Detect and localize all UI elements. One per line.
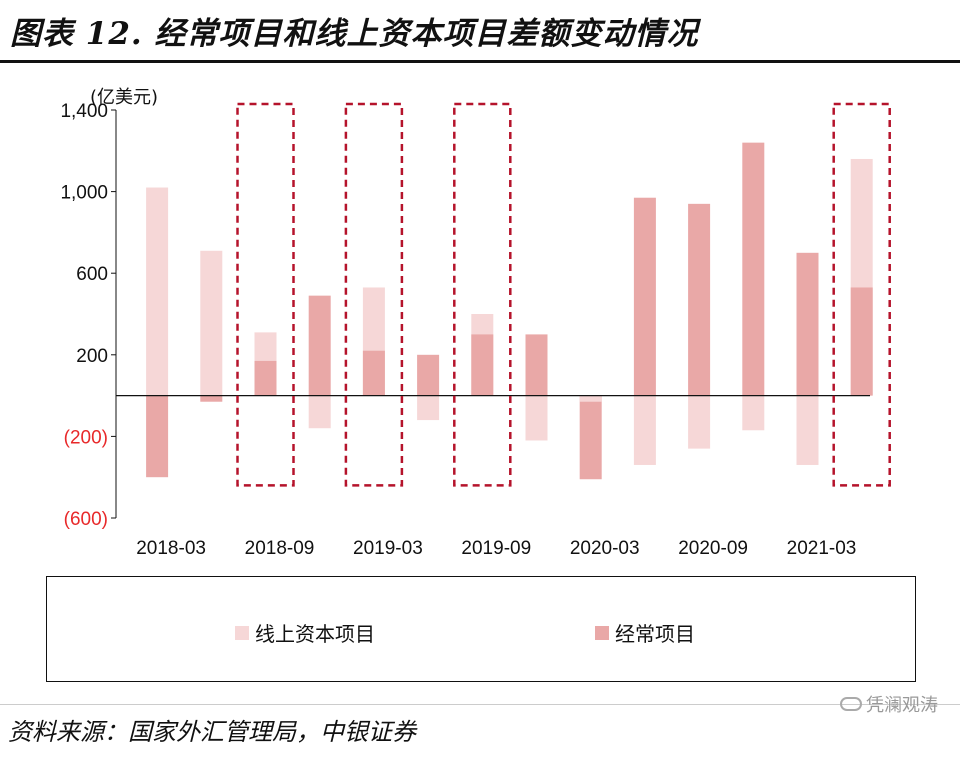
bar-capital-online — [525, 395, 548, 441]
bar-capital-online — [417, 395, 440, 421]
x-tick-label: 2019-03 — [353, 538, 423, 559]
x-tick-label: 2018-03 — [136, 538, 206, 559]
watermark: 凭澜观涛 — [840, 691, 938, 717]
x-tick-label: 2020-03 — [570, 538, 640, 559]
legend-item-capital-online: 线上资本项目 — [235, 618, 375, 647]
source-note: 资料来源：国家外汇管理局，中银证券 — [8, 718, 416, 746]
bar-current-account — [362, 350, 385, 396]
bar-current-account — [688, 203, 711, 396]
bar-current-account — [471, 334, 494, 396]
title-rule — [0, 60, 960, 63]
bar-capital-online — [146, 187, 169, 396]
y-tick-label: 1,400 — [60, 101, 108, 122]
y-tick-label: 1,000 — [60, 183, 108, 204]
legend-label-current-account: 经常项目 — [615, 622, 695, 646]
bar-current-account — [200, 395, 223, 402]
legend-item-current-account: 经常项目 — [595, 618, 695, 647]
x-tick-label: 2020-09 — [678, 538, 748, 559]
bar-capital-online — [200, 250, 223, 396]
bar-capital-online — [633, 395, 656, 465]
legend-swatch-current-account — [595, 625, 609, 640]
bar-current-account — [308, 295, 331, 396]
highlight-box — [344, 102, 404, 487]
y-tick-label: 200 — [76, 346, 108, 367]
highlight-box — [453, 102, 512, 487]
bar-chart: (600) (200) 200 600 1,000 1,400(亿美元) 2018-03 20… — [60, 87, 891, 559]
y-tick-label: (200) — [64, 427, 108, 448]
bar-capital-online — [308, 395, 331, 429]
bar-current-account — [525, 334, 548, 396]
y-tick-label: 600 — [76, 264, 108, 285]
bar-capital-online — [688, 395, 711, 449]
y-tick-label: (600) — [64, 509, 108, 530]
x-tick-label: 2021-03 — [787, 538, 857, 559]
bar-current-account — [633, 197, 656, 396]
bar-current-account — [417, 354, 440, 396]
bar-current-account — [850, 287, 873, 396]
footer-rule — [0, 704, 960, 705]
watermark-text: 凭澜观涛 — [866, 695, 938, 716]
bar-current-account — [254, 360, 277, 396]
bar-current-account — [796, 252, 819, 396]
bar-current-account — [742, 142, 765, 396]
legend-label-capital-online: 线上资本项目 — [255, 622, 375, 646]
figure-title: 图表 12. 经常项目和线上资本项目差额变动情况 — [10, 16, 699, 52]
bar-capital-online — [796, 395, 819, 465]
x-tick-label: 2018-09 — [245, 538, 315, 559]
highlight-box — [236, 102, 295, 487]
bar-capital-online — [742, 395, 765, 431]
bar-current-account — [579, 395, 602, 480]
bar-current-account — [146, 395, 169, 478]
x-tick-label: 2019-09 — [461, 538, 531, 559]
legend-swatch-capital-online — [235, 625, 249, 640]
highlight-box — [832, 102, 891, 487]
wechat-icon — [840, 697, 862, 711]
legend: 线上资本项目 经常项目 — [46, 576, 916, 682]
bar-capital-online — [579, 395, 602, 402]
y-unit-label: (亿美元) — [90, 87, 158, 108]
